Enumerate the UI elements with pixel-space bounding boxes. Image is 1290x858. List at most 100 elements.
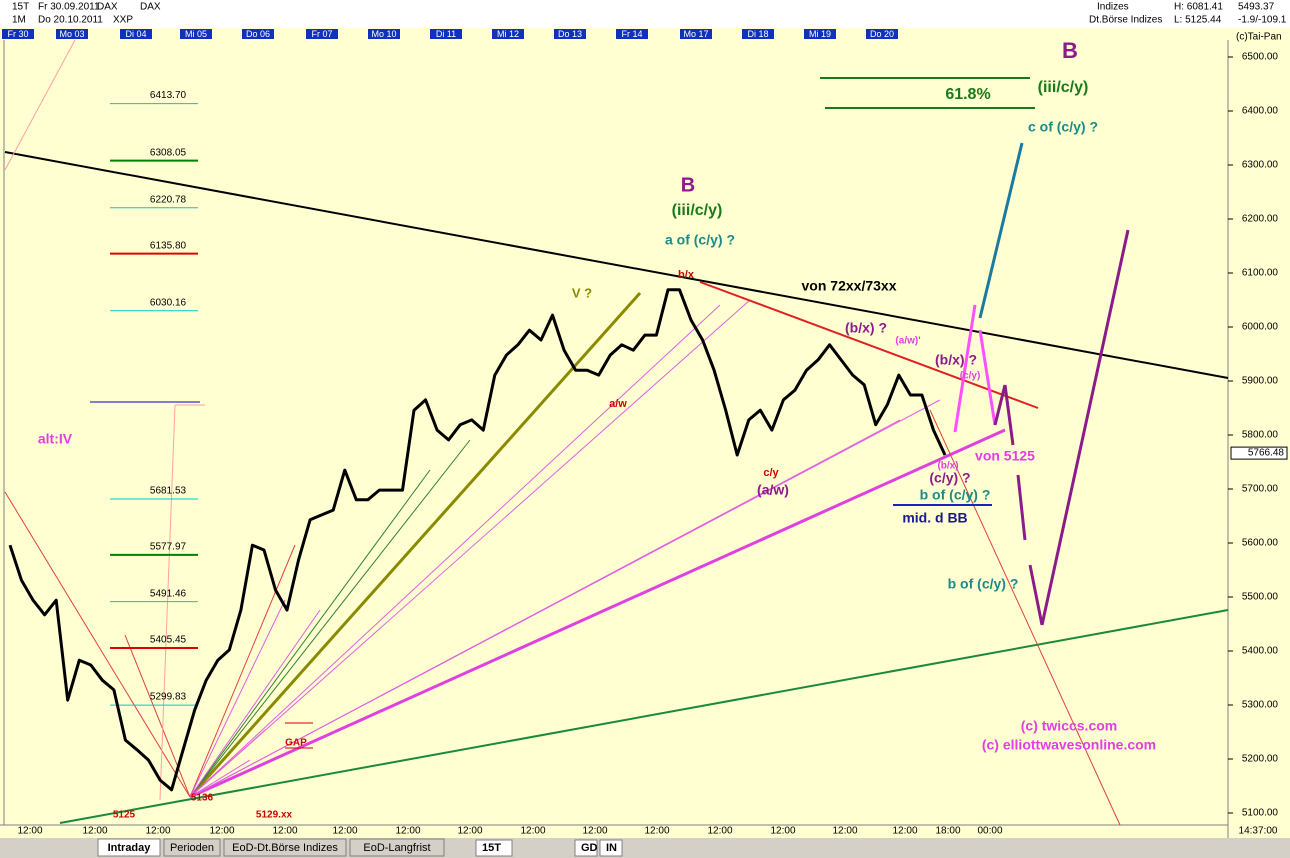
date-box bbox=[804, 29, 836, 39]
date-box bbox=[56, 29, 88, 39]
trend-line bbox=[4, 151, 1229, 379]
trend-line bbox=[124, 634, 191, 798]
annotation: (c/y) bbox=[960, 371, 981, 382]
trend-line bbox=[4, 39, 76, 171]
date-box bbox=[866, 29, 898, 39]
date-label: Mi 05 bbox=[185, 29, 207, 39]
toolbar-button[interactable] bbox=[475, 839, 513, 857]
annotation: alt:IV bbox=[38, 431, 73, 447]
x-tick-label: 12:00 bbox=[209, 826, 234, 837]
toolbar-label: 15T bbox=[482, 842, 501, 854]
fib-label: 5299.83 bbox=[150, 692, 187, 703]
header-text: Indizes bbox=[1097, 2, 1129, 13]
annotation: 5129.xx bbox=[256, 810, 293, 821]
toolbar-button[interactable] bbox=[574, 839, 598, 857]
trend-line bbox=[929, 409, 1121, 826]
annotation: von 72xx/73xx bbox=[802, 278, 897, 294]
annotation: (b/x) ? bbox=[845, 320, 887, 336]
y-tick-label: 6300.00 bbox=[1242, 160, 1279, 171]
tab[interactable] bbox=[163, 838, 221, 857]
tab[interactable] bbox=[349, 838, 445, 857]
annotation: 5125 bbox=[113, 810, 136, 821]
trend-line bbox=[188, 292, 642, 798]
x-tick-label: 00:00 bbox=[977, 826, 1002, 837]
date-label: Do 20 bbox=[870, 29, 894, 39]
header-text: DAX bbox=[97, 2, 118, 13]
x-tick-label: 12:00 bbox=[332, 826, 357, 837]
annotation: (iii/c/y) bbox=[672, 202, 723, 219]
toolbar-button[interactable] bbox=[599, 839, 623, 857]
trend-line bbox=[189, 439, 471, 798]
x-tick-label: 12:00 bbox=[272, 826, 297, 837]
tab-label: Intraday bbox=[108, 842, 152, 854]
date-box bbox=[492, 29, 524, 39]
date-label: Di 11 bbox=[436, 29, 456, 39]
trend-line bbox=[1016, 474, 1027, 541]
tab-label: EoD-Langfrist bbox=[363, 842, 430, 854]
annotation: V ? bbox=[572, 285, 592, 300]
header-text: 5493.37 bbox=[1238, 2, 1275, 13]
annotation: (c) twiccs.com bbox=[1021, 718, 1117, 734]
trend-line bbox=[189, 428, 1006, 799]
annotation: (b/x) bbox=[937, 461, 958, 472]
trend-line bbox=[993, 384, 1007, 426]
x-tick-label: 12:00 bbox=[17, 826, 42, 837]
y-tick-label: 6200.00 bbox=[1242, 214, 1279, 225]
annotation: c/y bbox=[763, 467, 779, 479]
annotation: a of (c/y) ? bbox=[665, 232, 735, 248]
annotation: von 5125 bbox=[975, 448, 1035, 464]
date-label: Do 06 bbox=[246, 29, 270, 39]
header-text: DAX bbox=[140, 2, 161, 13]
annotation: (a/w) bbox=[757, 482, 789, 498]
header-text: 1M bbox=[12, 15, 26, 26]
tab[interactable] bbox=[97, 838, 161, 857]
trend-line bbox=[4, 491, 191, 798]
x-tick-label: 12:00 bbox=[707, 826, 732, 837]
y-tick-label: 6100.00 bbox=[1242, 268, 1279, 279]
date-box bbox=[120, 29, 152, 39]
annotation: b of (c/y) ? bbox=[920, 487, 991, 503]
trend-line bbox=[699, 281, 1039, 409]
header-text: Do 20.10.2011 bbox=[38, 15, 103, 26]
x-tick-label: 12:00 bbox=[457, 826, 482, 837]
header-text: -1.9/-109.1 bbox=[1238, 15, 1287, 26]
date-label: Di 04 bbox=[125, 29, 146, 39]
trend-line bbox=[978, 329, 997, 426]
toolbar-label: IN bbox=[606, 842, 617, 854]
date-box bbox=[242, 29, 274, 39]
fib-label: 5681.53 bbox=[150, 486, 187, 497]
date-box bbox=[680, 29, 712, 39]
last-price-label: 5766.48 bbox=[1248, 448, 1285, 459]
fib-label: 5577.97 bbox=[150, 542, 187, 553]
x-tick-label: 18:00 bbox=[935, 826, 960, 837]
date-label: Mo 17 bbox=[683, 29, 708, 39]
tab[interactable] bbox=[223, 838, 347, 857]
annotation: (c) elliottwavesonline.com bbox=[982, 737, 1156, 753]
trend-line bbox=[978, 142, 1024, 319]
trend-line bbox=[953, 304, 977, 433]
x-tick-label: 12:00 bbox=[892, 826, 917, 837]
y-tick-label: 5100.00 bbox=[1242, 808, 1279, 819]
x-tick-label: 12:00 bbox=[582, 826, 607, 837]
y-tick-label: 6000.00 bbox=[1242, 322, 1279, 333]
annotation: B bbox=[1062, 38, 1078, 63]
y-tick-label: 5700.00 bbox=[1242, 484, 1279, 495]
fib-label: 6308.05 bbox=[150, 147, 187, 158]
trend-line bbox=[189, 304, 721, 798]
fib-label: 6220.78 bbox=[150, 194, 187, 205]
trend-line bbox=[189, 729, 266, 798]
y-tick-label: 6500.00 bbox=[1242, 52, 1279, 63]
y-tick-label: 5600.00 bbox=[1242, 538, 1279, 549]
toolbar-label: GD bbox=[581, 842, 598, 854]
last-price-box bbox=[1230, 446, 1288, 460]
annotation: mid. d BB bbox=[902, 510, 967, 526]
annotation: (c/y) ? bbox=[929, 470, 970, 486]
trend-line bbox=[1040, 229, 1130, 626]
y-tick-label: 5400.00 bbox=[1242, 646, 1279, 657]
price-line bbox=[8, 288, 947, 792]
date-box bbox=[616, 29, 648, 39]
annotation: (b/x) ? bbox=[935, 352, 977, 368]
date-label: Fr 30 bbox=[7, 29, 28, 39]
